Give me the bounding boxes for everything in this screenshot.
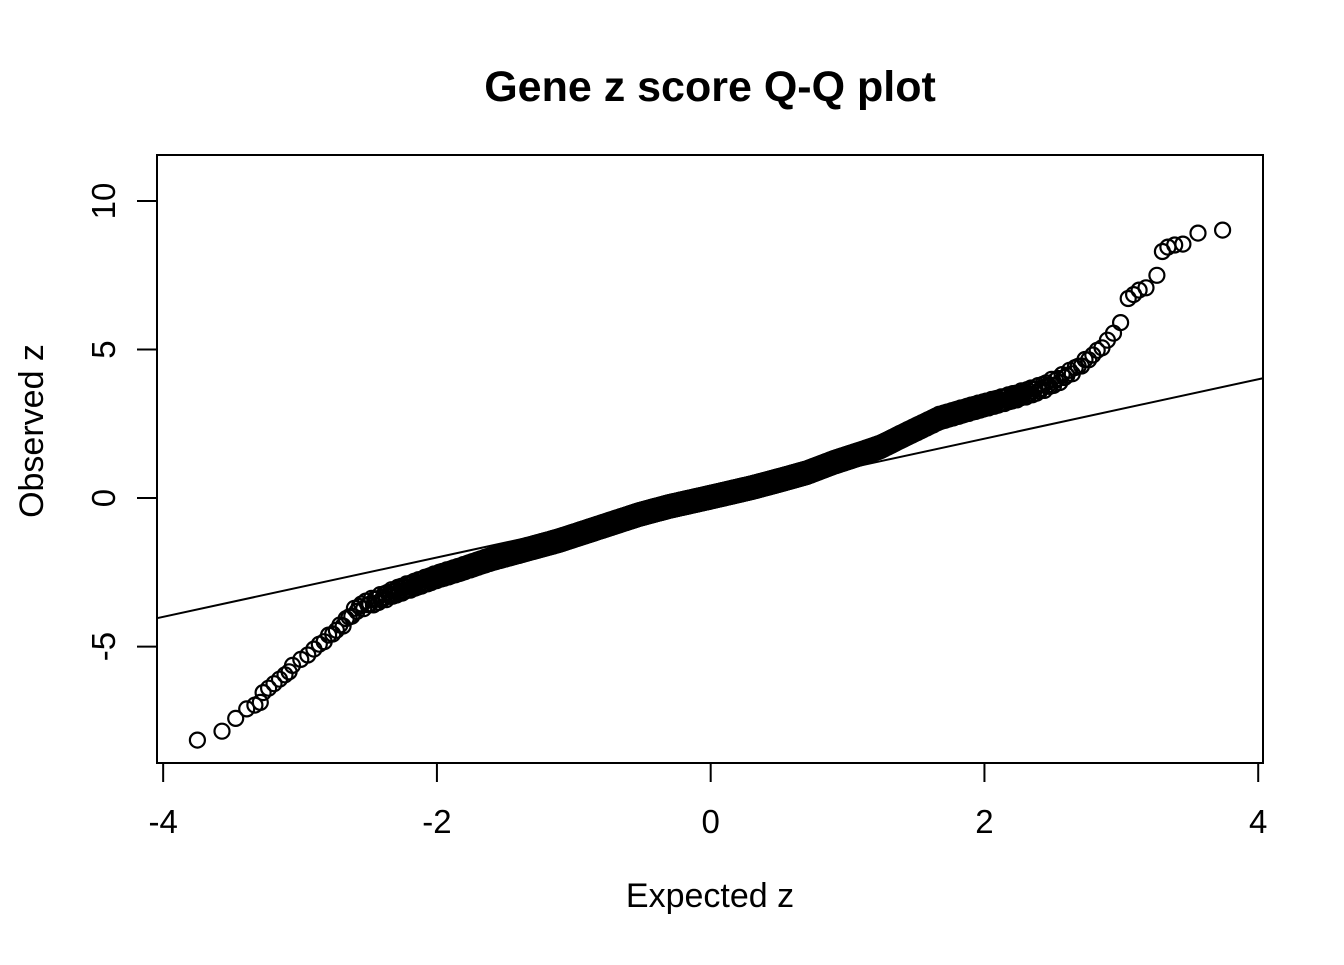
data-point: [1130, 281, 1148, 299]
x-tick-label: -4: [148, 803, 177, 840]
data-point: [260, 679, 278, 697]
y-tick-label: 5: [85, 340, 122, 358]
qq-points: [283, 314, 1130, 675]
y-tick-label: 10: [85, 183, 122, 220]
x-axis-label: Expected z: [626, 877, 794, 915]
data-point: [188, 731, 206, 749]
y-axis-label: Observed z: [13, 344, 51, 518]
y-tick-label: -5: [85, 632, 122, 661]
x-tick-label: 2: [975, 803, 993, 840]
data-point: [254, 683, 272, 702]
data-point: [238, 700, 256, 718]
data-point: [227, 709, 245, 728]
data-point: [1213, 221, 1232, 239]
data-point: [1148, 266, 1166, 284]
data-point: [1137, 279, 1155, 297]
plot-area-border: [156, 154, 1264, 764]
x-tick-label: 0: [702, 803, 720, 840]
x-axis: -4 -2 0 2 4: [148, 763, 1267, 840]
reference-line: [156, 377, 1264, 620]
data-point: [276, 666, 294, 684]
y-axis: -5 0 5 10: [85, 183, 157, 661]
data-point: [251, 693, 269, 712]
x-tick-label: -2: [422, 803, 451, 840]
data-point: [265, 675, 283, 693]
data-point: [1189, 224, 1207, 242]
chart-title: Gene z score Q-Q plot: [484, 63, 936, 111]
x-tick-label: 4: [1249, 803, 1267, 840]
qq-tail-points: [188, 221, 1232, 749]
data-point: [1174, 235, 1192, 253]
y-tick-label: 0: [85, 489, 122, 507]
data-point: [1166, 236, 1184, 254]
data-point: [280, 663, 298, 681]
data-point: [213, 722, 231, 740]
